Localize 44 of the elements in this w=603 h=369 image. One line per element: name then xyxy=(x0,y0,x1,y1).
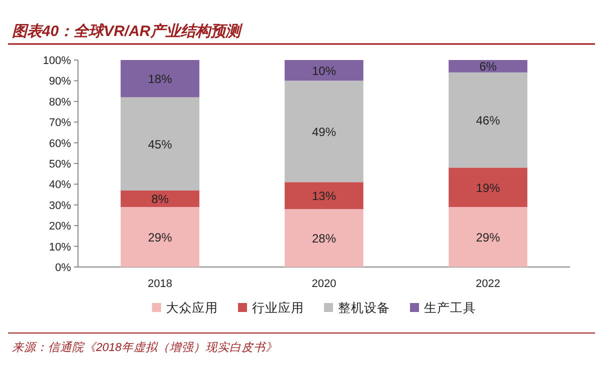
bar xyxy=(448,60,528,72)
bar xyxy=(284,60,364,81)
bar xyxy=(120,190,200,207)
chart-title: 图表40：全球VR/AR产业结构预测 xyxy=(12,22,244,40)
x-tick-label: 2018 xyxy=(148,278,172,290)
data-label: 18% xyxy=(148,72,172,86)
y-tick-label: 60% xyxy=(48,138,72,150)
data-label: 13% xyxy=(312,189,336,204)
data-label: 46% xyxy=(476,114,500,128)
y-tick-label: 100% xyxy=(42,55,72,67)
data-label: 29% xyxy=(476,230,500,244)
y-tick-label: 90% xyxy=(48,76,72,88)
legend-label: 整机设备 xyxy=(338,301,390,315)
y-tick-label: 30% xyxy=(48,200,72,212)
data-label: 19% xyxy=(476,180,500,195)
y-tick-label: 0% xyxy=(55,262,72,274)
y-tick-label: 20% xyxy=(48,220,72,233)
data-label: 28% xyxy=(312,232,336,246)
bar xyxy=(120,60,200,98)
bar xyxy=(284,80,364,182)
data-label: 29% xyxy=(148,230,172,244)
legend-label: 生产工具 xyxy=(424,301,476,315)
bar xyxy=(120,206,200,267)
bar xyxy=(284,182,364,210)
y-tick-label: 50% xyxy=(48,158,72,170)
source-note: 来源：信通院《2018年虚拟（增强）现实白皮书》 xyxy=(12,341,278,354)
bar xyxy=(284,209,364,267)
y-tick-label: 40% xyxy=(48,179,72,192)
data-label: 49% xyxy=(312,124,336,139)
y-tick-label: 70% xyxy=(48,117,72,130)
y-tick-label: 80% xyxy=(48,96,72,108)
bar xyxy=(120,97,200,190)
bar xyxy=(448,72,528,168)
data-label: 10% xyxy=(312,64,336,78)
data-label: 8% xyxy=(151,192,169,206)
data-label: 6% xyxy=(479,60,497,74)
bar xyxy=(448,206,528,267)
y-tick-label: 10% xyxy=(48,241,72,254)
x-tick-label: 2022 xyxy=(476,278,500,290)
legend-label: 行业应用 xyxy=(252,300,304,315)
bar xyxy=(448,168,528,207)
x-tick-label: 2020 xyxy=(312,278,336,290)
legend-label: 大众应用 xyxy=(166,300,218,315)
data-label: 45% xyxy=(148,137,172,152)
